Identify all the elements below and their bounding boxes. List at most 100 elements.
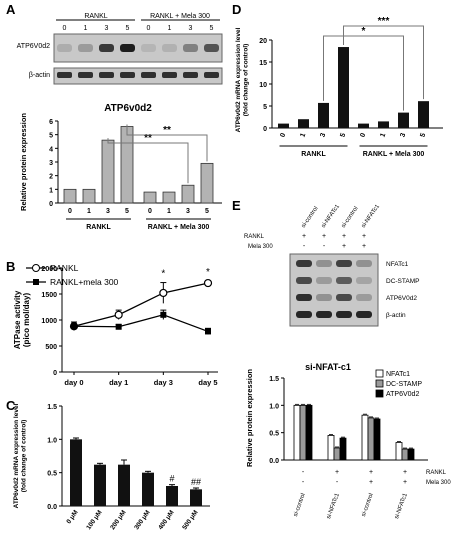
chart-b-series-line [73,282,209,327]
chart-b-point [160,311,167,318]
chart-a-bar [120,126,134,204]
chart-c-y-tick-label: 0.5 [47,471,57,478]
chart-a-bar [143,191,157,204]
chart-e-condition-value: - [302,479,305,486]
chart-a-sig-bracket [126,124,208,162]
blot-e-condition-value: - [323,243,326,250]
blot-a-band-atp6v0d2 [183,44,198,52]
blot-e-condition-value: + [362,243,366,250]
blot-a-band-atp6v0d2 [99,44,114,52]
chart-d-bar [358,123,369,128]
chart-c-bar [70,439,82,506]
chart-d-sig-bracket [343,25,424,100]
chart-c-x-tick-label: 0 μM [65,509,79,525]
blot-e-condition-value: + [342,233,346,240]
chart-e-y-tick-label: 1.0 [269,403,279,410]
blot-a-lane-label: 3 [105,25,109,32]
blot-e-band [356,277,372,284]
chart-b-legend-label: RANKL [50,263,79,273]
chart-d-y-tick-label: 10 [259,82,267,89]
chart-d-bar [378,121,389,128]
chart-a-sig-bracket-label: ** [144,133,152,144]
chart-c-x-tick-label: 200 μM [109,509,127,531]
chart-d-y-tick-label: 15 [259,60,267,67]
chart-e-condition-value: + [369,479,373,486]
chart-c-y-tick-label: 0.0 [47,504,57,511]
chart-e-bar [299,404,307,461]
chart-c-annotation: # [169,474,174,484]
chart-e-bar [339,437,347,461]
chart-a-x-tick-label: 5 [205,208,209,215]
chart-b-y-tick-label: 2000 [41,266,57,273]
chart-e-legend-swatch [375,379,384,388]
blot-e-band [316,277,332,284]
chart-a-group-label: RANKL + Mela 300 [148,224,210,231]
blot-a-group-label: RANKL [84,13,107,20]
chart-d-bar [398,112,409,128]
chart-d-group-label: RANKL [301,151,326,158]
chart-e-condition-value: + [369,469,373,476]
chart-e-y-tick-label: 0.0 [269,458,279,465]
chart-e-condition-value: + [403,469,407,476]
chart-c-y-tick-label: 1.5 [47,404,57,411]
chart-a-y-tick-label: 1 [49,187,53,194]
chart-b-x-tick-label: day 1 [109,378,128,387]
chart-c-x-tick-label: 500 μM [181,509,199,531]
chart-b-annotation: * [161,269,165,280]
chart-c-y-tick-label: 1.0 [47,437,57,444]
chart-a-sig-bracket [107,138,189,184]
chart-e-condition-value: - [302,469,305,476]
chart-e-legend-label: ATP6V0d2 [386,391,419,398]
chart-b-point [71,323,77,330]
panel-d-bar-chart: ATP6v0d2 mRNA expression level(fold chan… [235,16,443,158]
chart-a-x-tick-label: 1 [167,208,171,215]
chart-d-bar [278,123,289,128]
chart-e-bar [293,404,301,461]
panel-b-line-chart: ATPase activity(pico mol/day) 0 500 1000 150… [13,263,218,387]
blot-e-band [356,311,372,318]
blot-a-band-atp6v0d2 [204,44,219,52]
blot-e-row-label: β-actin [386,312,406,319]
chart-d-x-tick-label: 1 [379,132,387,138]
chart-a-y-tick-label: 0 [49,201,53,208]
chart-c-ylabel: ATP6v0d2 mRNA expression level(fold chan… [13,403,28,508]
chart-e-bar [305,404,313,461]
chart-d-y-tick-label: 0 [263,126,267,133]
chart-d-sig-bracket [323,35,404,111]
chart-e-legend-label: DC-STAMP [386,381,422,388]
chart-b-y-tick-label: 1000 [41,318,57,325]
blot-e-band [316,294,332,301]
blot-e-column-label: si-NFATc1 [321,203,342,229]
chart-d-x-tick-label: 3 [319,132,327,138]
chart-c-bar [166,486,178,506]
chart-e-title: si-NFAT-c1 [305,362,351,372]
chart-e-bar [407,448,415,461]
panel-e-bar-chart: si-NFAT-c1 Relative protein expression 0.0… [245,362,451,520]
chart-b-y-tick-label: 500 [45,344,57,351]
blot-a-group-label: RANKL + Mela 300 [150,13,210,20]
chart-e-condition-value: + [335,469,339,476]
chart-d-bar [298,119,309,128]
blot-e-band [296,294,312,301]
chart-d-sig-bracket-label: * [362,26,366,37]
chart-d-group-label: RANKL + Mela 300 [363,151,425,158]
chart-b-point [114,310,123,319]
chart-b-y-tick-label: 0 [53,370,57,377]
blot-e-band [316,260,332,267]
blot-a-band-actin [78,72,93,78]
chart-c-bar [94,464,106,506]
chart-b-series-line [73,314,209,333]
chart-c-bar [142,472,154,506]
blot-e-row-label: ATP6V0d2 [386,295,417,302]
chart-a-y-tick-label: 2 [49,174,53,181]
blot-e-band [356,294,372,301]
blot-a-band-atp6v0d2 [120,44,135,52]
blot-e-condition-value: + [302,233,306,240]
blot-a-band-actin [162,72,177,78]
chart-c-x-tick-label: 100 μM [85,509,103,531]
panel-e-western-blot: si-control si-NFATc1 si-control si-NFATc1RA… [244,203,419,327]
chart-d-y-tick-label: 5 [263,104,267,111]
chart-c-x-tick-label: 300 μM [133,509,151,531]
blot-e-condition-value: + [342,243,346,250]
chart-b-ylabel: ATPase activity(pico mol/day) [13,290,31,349]
